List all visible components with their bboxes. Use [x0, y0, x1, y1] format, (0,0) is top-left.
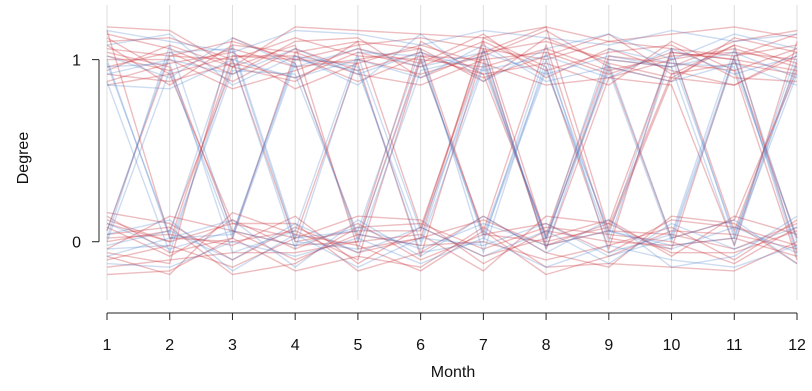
series-line-16: [106, 215, 798, 261]
x-tick-label-12: 12: [788, 337, 806, 354]
series-line-6: [106, 40, 798, 83]
y-axis-label: Degree: [15, 132, 32, 185]
series-line-33: [106, 48, 798, 79]
series-line-39: [106, 219, 798, 272]
series-line-19: [106, 215, 798, 272]
x-tick-label-7: 7: [479, 337, 488, 354]
series-line-2: [106, 37, 798, 72]
x-tick-label-5: 5: [353, 337, 362, 354]
gridlines: [106, 5, 798, 300]
x-tick-label-6: 6: [416, 337, 425, 354]
series-line-47: [106, 44, 798, 254]
series-line-18: [106, 226, 798, 276]
series-line-45: [106, 51, 798, 254]
series-line-46: [106, 48, 798, 250]
x-tick-label-2: 2: [165, 337, 174, 354]
series-line-8: [106, 29, 798, 79]
x-axis-label: Month: [431, 364, 475, 381]
series-line-37: [106, 222, 798, 265]
series-lines: [106, 26, 798, 276]
y-tick-label-1: 1: [72, 53, 81, 70]
series-line-4: [106, 29, 798, 83]
series-line-40: [106, 215, 798, 268]
series-line-10: [107, 33, 798, 90]
series-line-11: [106, 44, 798, 86]
x-tick-label-1: 1: [103, 337, 112, 354]
axes: 011 2 3 4 5 6 7 8 9 10 11 12: [72, 53, 806, 354]
series-line-32: [106, 37, 798, 79]
series-line-48: [106, 44, 798, 257]
series-line-44: [106, 48, 798, 250]
series-line-26: [106, 51, 798, 247]
x-tick-label-10: 10: [663, 337, 681, 354]
series-line-14: [106, 219, 798, 261]
series-line-3: [106, 37, 798, 61]
series-line-21: [106, 222, 798, 276]
series-line-15: [106, 215, 798, 265]
series-line-31: [106, 29, 798, 53]
series-line-25: [106, 40, 798, 254]
series-line-20: [106, 215, 798, 272]
series-line-1: [106, 26, 798, 68]
series-line-28: [106, 37, 798, 265]
x-tick-label-8: 8: [542, 337, 551, 354]
x-tick-label-9: 9: [604, 337, 613, 354]
series-line-36: [106, 222, 798, 254]
series-line-17: [106, 215, 798, 268]
series-line-22: [106, 211, 798, 276]
series-line-38: [106, 237, 798, 268]
series-line-29: [106, 30, 798, 261]
series-line-42: [106, 55, 798, 243]
x-tick-label-11: 11: [726, 337, 743, 354]
series-line-34: [106, 44, 798, 90]
series-line-23: [106, 37, 798, 253]
x-tick-label-3: 3: [228, 337, 237, 354]
series-line-43: [106, 48, 798, 254]
series-line-24: [106, 26, 798, 257]
y-tick-label-0: 0: [72, 235, 81, 252]
series-line-27: [106, 37, 798, 250]
series-line-41: [106, 55, 798, 254]
series-line-30: [106, 40, 798, 243]
series-line-13: [106, 211, 798, 261]
series-line-12: [106, 37, 798, 83]
series-line-5: [106, 33, 798, 83]
series-line-9: [106, 40, 798, 86]
x-tick-label-4: 4: [291, 337, 300, 354]
series-line-7: [106, 44, 798, 90]
series-line-35: [106, 33, 798, 86]
